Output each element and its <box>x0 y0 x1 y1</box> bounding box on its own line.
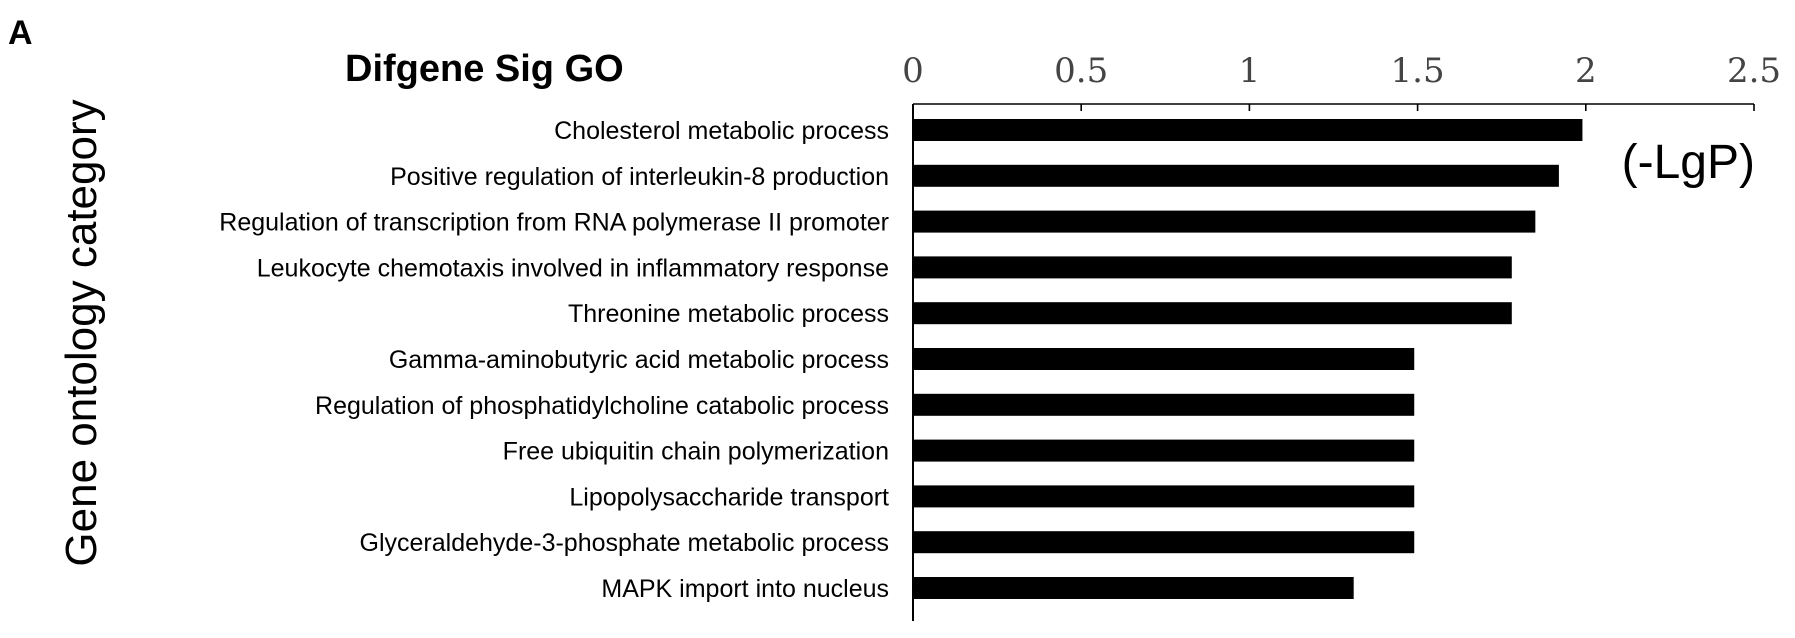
bar <box>913 302 1512 325</box>
x-tick-label: 2 <box>1575 51 1597 91</box>
bar <box>913 531 1415 554</box>
chart-title: Difgene Sig GO <box>345 48 624 90</box>
category-label: Threonine metabolic process <box>568 300 889 328</box>
category-label: Free ubiquitin chain polymerization <box>503 438 889 466</box>
x-axis: 0 0.5 1 1.5 2 2.5 <box>902 51 1781 111</box>
x-tick-label: 1.5 <box>1391 51 1445 91</box>
x-tick-label: 0.5 <box>1054 51 1108 91</box>
category-label: Regulation of transcription from RNA pol… <box>219 209 889 237</box>
category-label: Lipopolysaccharide transport <box>569 483 889 511</box>
category-label: MAPK import into nucleus <box>601 575 889 603</box>
bar <box>913 348 1415 370</box>
bar <box>913 393 1415 416</box>
x-tick-label: 1 <box>1239 51 1261 91</box>
bar <box>913 256 1512 279</box>
y-axis-title: Gene ontology category <box>57 99 106 566</box>
bars <box>913 119 1583 599</box>
bar <box>913 119 1583 141</box>
bar <box>913 577 1354 599</box>
category-labels: Cholesterol metabolic process Positive re… <box>219 117 889 603</box>
category-label: Gamma-aminobutyric acid metabolic proces… <box>389 346 889 374</box>
x-axis-unit-label: (-LgP) <box>1622 136 1755 189</box>
category-label: Regulation of phosphatidylcholine catabo… <box>315 392 889 420</box>
bar <box>913 210 1536 233</box>
panel-label: A <box>8 14 33 52</box>
x-tick-label: 0 <box>902 51 924 91</box>
bar <box>913 485 1415 508</box>
category-label: Positive regulation of interleukin-8 pro… <box>390 163 889 191</box>
bar <box>913 164 1559 187</box>
category-label: Cholesterol metabolic process <box>554 117 889 145</box>
bar <box>913 439 1415 462</box>
x-tick-label: 2.5 <box>1727 51 1781 91</box>
category-label: Glyceraldehyde-3-phosphate metabolic pro… <box>360 529 889 557</box>
category-label: Leukocyte chemotaxis involved in inflamm… <box>257 254 889 282</box>
